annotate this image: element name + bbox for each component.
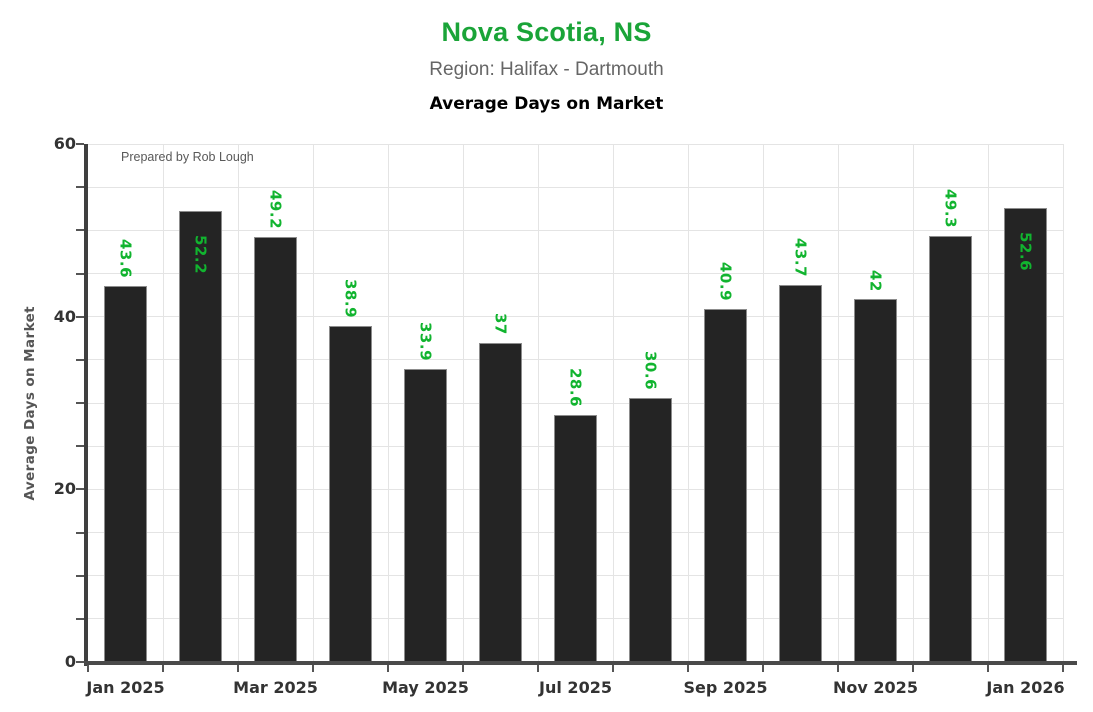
x-axis-tick — [762, 665, 764, 672]
gridline-vertical — [912, 144, 914, 662]
bar-value-label: 42 — [866, 269, 885, 292]
x-axis-tick — [387, 665, 389, 672]
x-tick-label: Nov 2025 — [833, 678, 918, 697]
bar — [404, 369, 447, 662]
bar — [179, 211, 222, 662]
gridline-horizontal — [88, 143, 1063, 145]
x-axis-tick — [687, 665, 689, 672]
bar — [779, 284, 822, 662]
gridline-vertical — [687, 144, 689, 662]
gridline-horizontal — [88, 186, 1063, 188]
y-tick-label: 0 — [64, 652, 76, 671]
x-tick-label: Jul 2025 — [539, 678, 612, 697]
x-axis-tick — [1062, 665, 1064, 672]
gridline-horizontal — [88, 273, 1063, 274]
x-axis-line — [84, 661, 1077, 665]
y-axis-tick — [76, 358, 84, 361]
x-axis-tick — [537, 665, 539, 672]
gridline-vertical — [162, 144, 164, 662]
x-axis-tick — [987, 665, 989, 672]
gridline-horizontal — [88, 229, 1063, 231]
bar-value-label: 38.9 — [341, 279, 360, 319]
gridline-vertical — [987, 144, 989, 662]
x-axis-tick — [162, 665, 164, 672]
bar-value-label: 43.6 — [116, 238, 135, 278]
y-tick-label: 20 — [53, 479, 76, 499]
x-tick-label: Jan 2026 — [986, 678, 1065, 697]
y-axis-tick — [76, 272, 84, 275]
y-axis-tick — [76, 574, 84, 577]
gridline-vertical — [762, 144, 764, 662]
x-tick-label: May 2025 — [382, 678, 469, 697]
bar-value-label: 52.2 — [191, 235, 210, 275]
page-title: Nova Scotia, NS — [441, 17, 652, 47]
bar — [704, 308, 747, 662]
prepared-by-annotation: Prepared by Rob Lough — [121, 150, 254, 164]
y-axis-tick — [76, 661, 84, 663]
y-axis-title-text: Average Days on Market — [22, 305, 38, 501]
y-tick-label: 40 — [53, 306, 76, 326]
bar-value-label: 49.3 — [941, 189, 960, 229]
y-axis-tick — [76, 402, 84, 404]
bar — [104, 285, 147, 662]
y-axis-tick — [76, 445, 84, 448]
metric-title: Average Days on Market — [429, 94, 664, 114]
x-axis-tick — [237, 665, 239, 672]
gridline-vertical — [462, 144, 464, 662]
x-axis-tick — [612, 665, 614, 672]
y-tick-label: 60 — [53, 134, 76, 153]
bar-value-label: 28.6 — [566, 368, 585, 408]
y-axis-title: Average Days on Market — [14, 144, 46, 662]
bar — [929, 236, 972, 662]
y-axis-tick — [76, 617, 84, 620]
x-tick-label: Mar 2025 — [233, 678, 318, 697]
y-axis-tick — [76, 143, 84, 145]
gridline-vertical — [387, 144, 389, 662]
bar — [479, 342, 522, 662]
gridline-vertical — [612, 144, 614, 662]
gridline-vertical — [237, 144, 239, 662]
x-axis-tick — [87, 665, 89, 672]
y-axis-tick — [76, 315, 84, 318]
y-axis-line — [84, 144, 88, 666]
chart-header: Nova Scotia, NS Region: Halifax - Dartmo… — [0, 0, 1093, 114]
bar — [629, 397, 672, 662]
gridline-vertical — [537, 144, 539, 662]
gridline-vertical — [837, 144, 839, 662]
gridline-horizontal — [88, 316, 1063, 318]
gridline-vertical — [312, 144, 314, 662]
y-axis-tick — [76, 531, 84, 534]
x-axis-tick — [312, 665, 314, 672]
x-tick-label: Jan 2025 — [86, 678, 165, 697]
bar-value-label: 33.9 — [416, 322, 435, 362]
x-axis-tick — [912, 665, 914, 672]
bar-value-label: 37 — [491, 312, 510, 335]
y-axis-tick — [76, 488, 84, 491]
x-axis-tick — [462, 665, 464, 672]
y-axis-tick — [76, 186, 84, 189]
x-axis-tick — [837, 665, 839, 672]
bar-value-label: 40.9 — [716, 261, 735, 301]
gridline-horizontal — [88, 402, 1063, 404]
bar-value-label: 49.2 — [266, 190, 285, 230]
plot-area: Prepared by Rob Lough 0 20 40 60 Jan 2025 Mar… — [54, 134, 1077, 697]
region-subtitle: Region: Halifax - Dartmouth — [429, 59, 664, 80]
bar — [854, 299, 897, 662]
gridline-horizontal — [88, 359, 1063, 361]
x-tick-label: Sep 2025 — [683, 678, 768, 697]
bar-value-label: 43.7 — [791, 237, 810, 277]
bar — [1004, 207, 1047, 662]
bar-value-label: 52.6 — [1016, 231, 1035, 271]
bar-value-label: 30.6 — [641, 350, 660, 390]
bar — [554, 415, 597, 662]
bar — [254, 237, 297, 662]
y-axis-tick — [76, 229, 84, 232]
gridline-vertical — [1062, 144, 1064, 662]
bar — [329, 326, 372, 662]
